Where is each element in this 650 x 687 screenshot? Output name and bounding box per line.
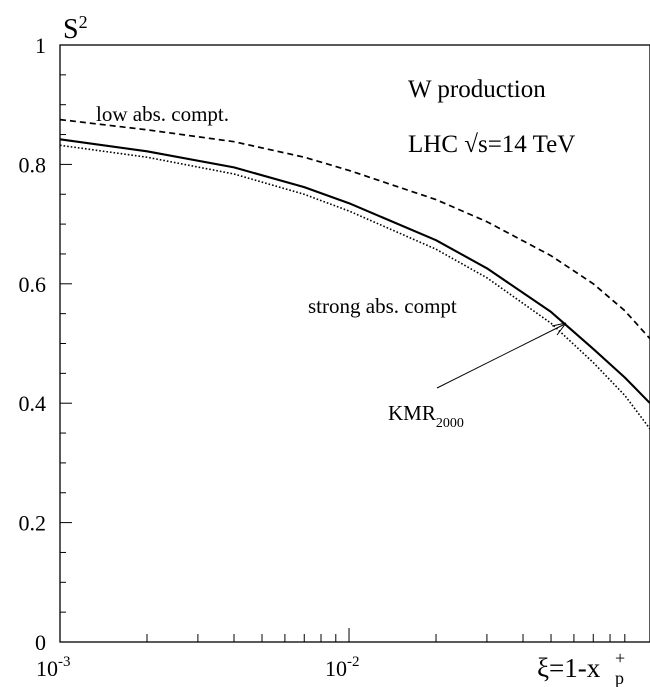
kmr-arrow-head xyxy=(551,322,567,336)
y-tick-label: 0.8 xyxy=(19,152,47,177)
kmr-arrow-line xyxy=(436,323,566,389)
x-axis-label: ξ=1-x p+ xyxy=(537,648,625,687)
y-tick-label: 0 xyxy=(35,630,46,655)
series-line-dashed xyxy=(59,118,650,340)
series-line-solid xyxy=(59,138,650,404)
annotation-process: W production xyxy=(408,76,546,103)
y-tick-label: 0.2 xyxy=(19,511,47,536)
x-tick-label: 10-3 xyxy=(36,654,71,681)
series-label-low-abs: low abs. compt. xyxy=(96,102,229,126)
series-lines xyxy=(59,118,650,430)
y-tick-label: 1 xyxy=(35,33,46,58)
y-tick-label: 0.6 xyxy=(19,272,47,297)
series-label-strong-abs: strong abs. compt xyxy=(308,294,457,318)
annotation-energy: LHC √s=14 TeV xyxy=(408,131,575,158)
series-line-dotted xyxy=(59,144,650,430)
y-axis: 0 0.2 0.4 0.6 0.8 1 xyxy=(19,33,72,655)
y-axis-label: S2 xyxy=(63,12,88,45)
y-tick-label: 0.4 xyxy=(19,391,47,416)
x-axis: 10-3 10-2 xyxy=(36,628,626,681)
x-tick-label: 10-2 xyxy=(325,654,360,681)
series-label-kmr: KMR2000 xyxy=(388,401,464,431)
